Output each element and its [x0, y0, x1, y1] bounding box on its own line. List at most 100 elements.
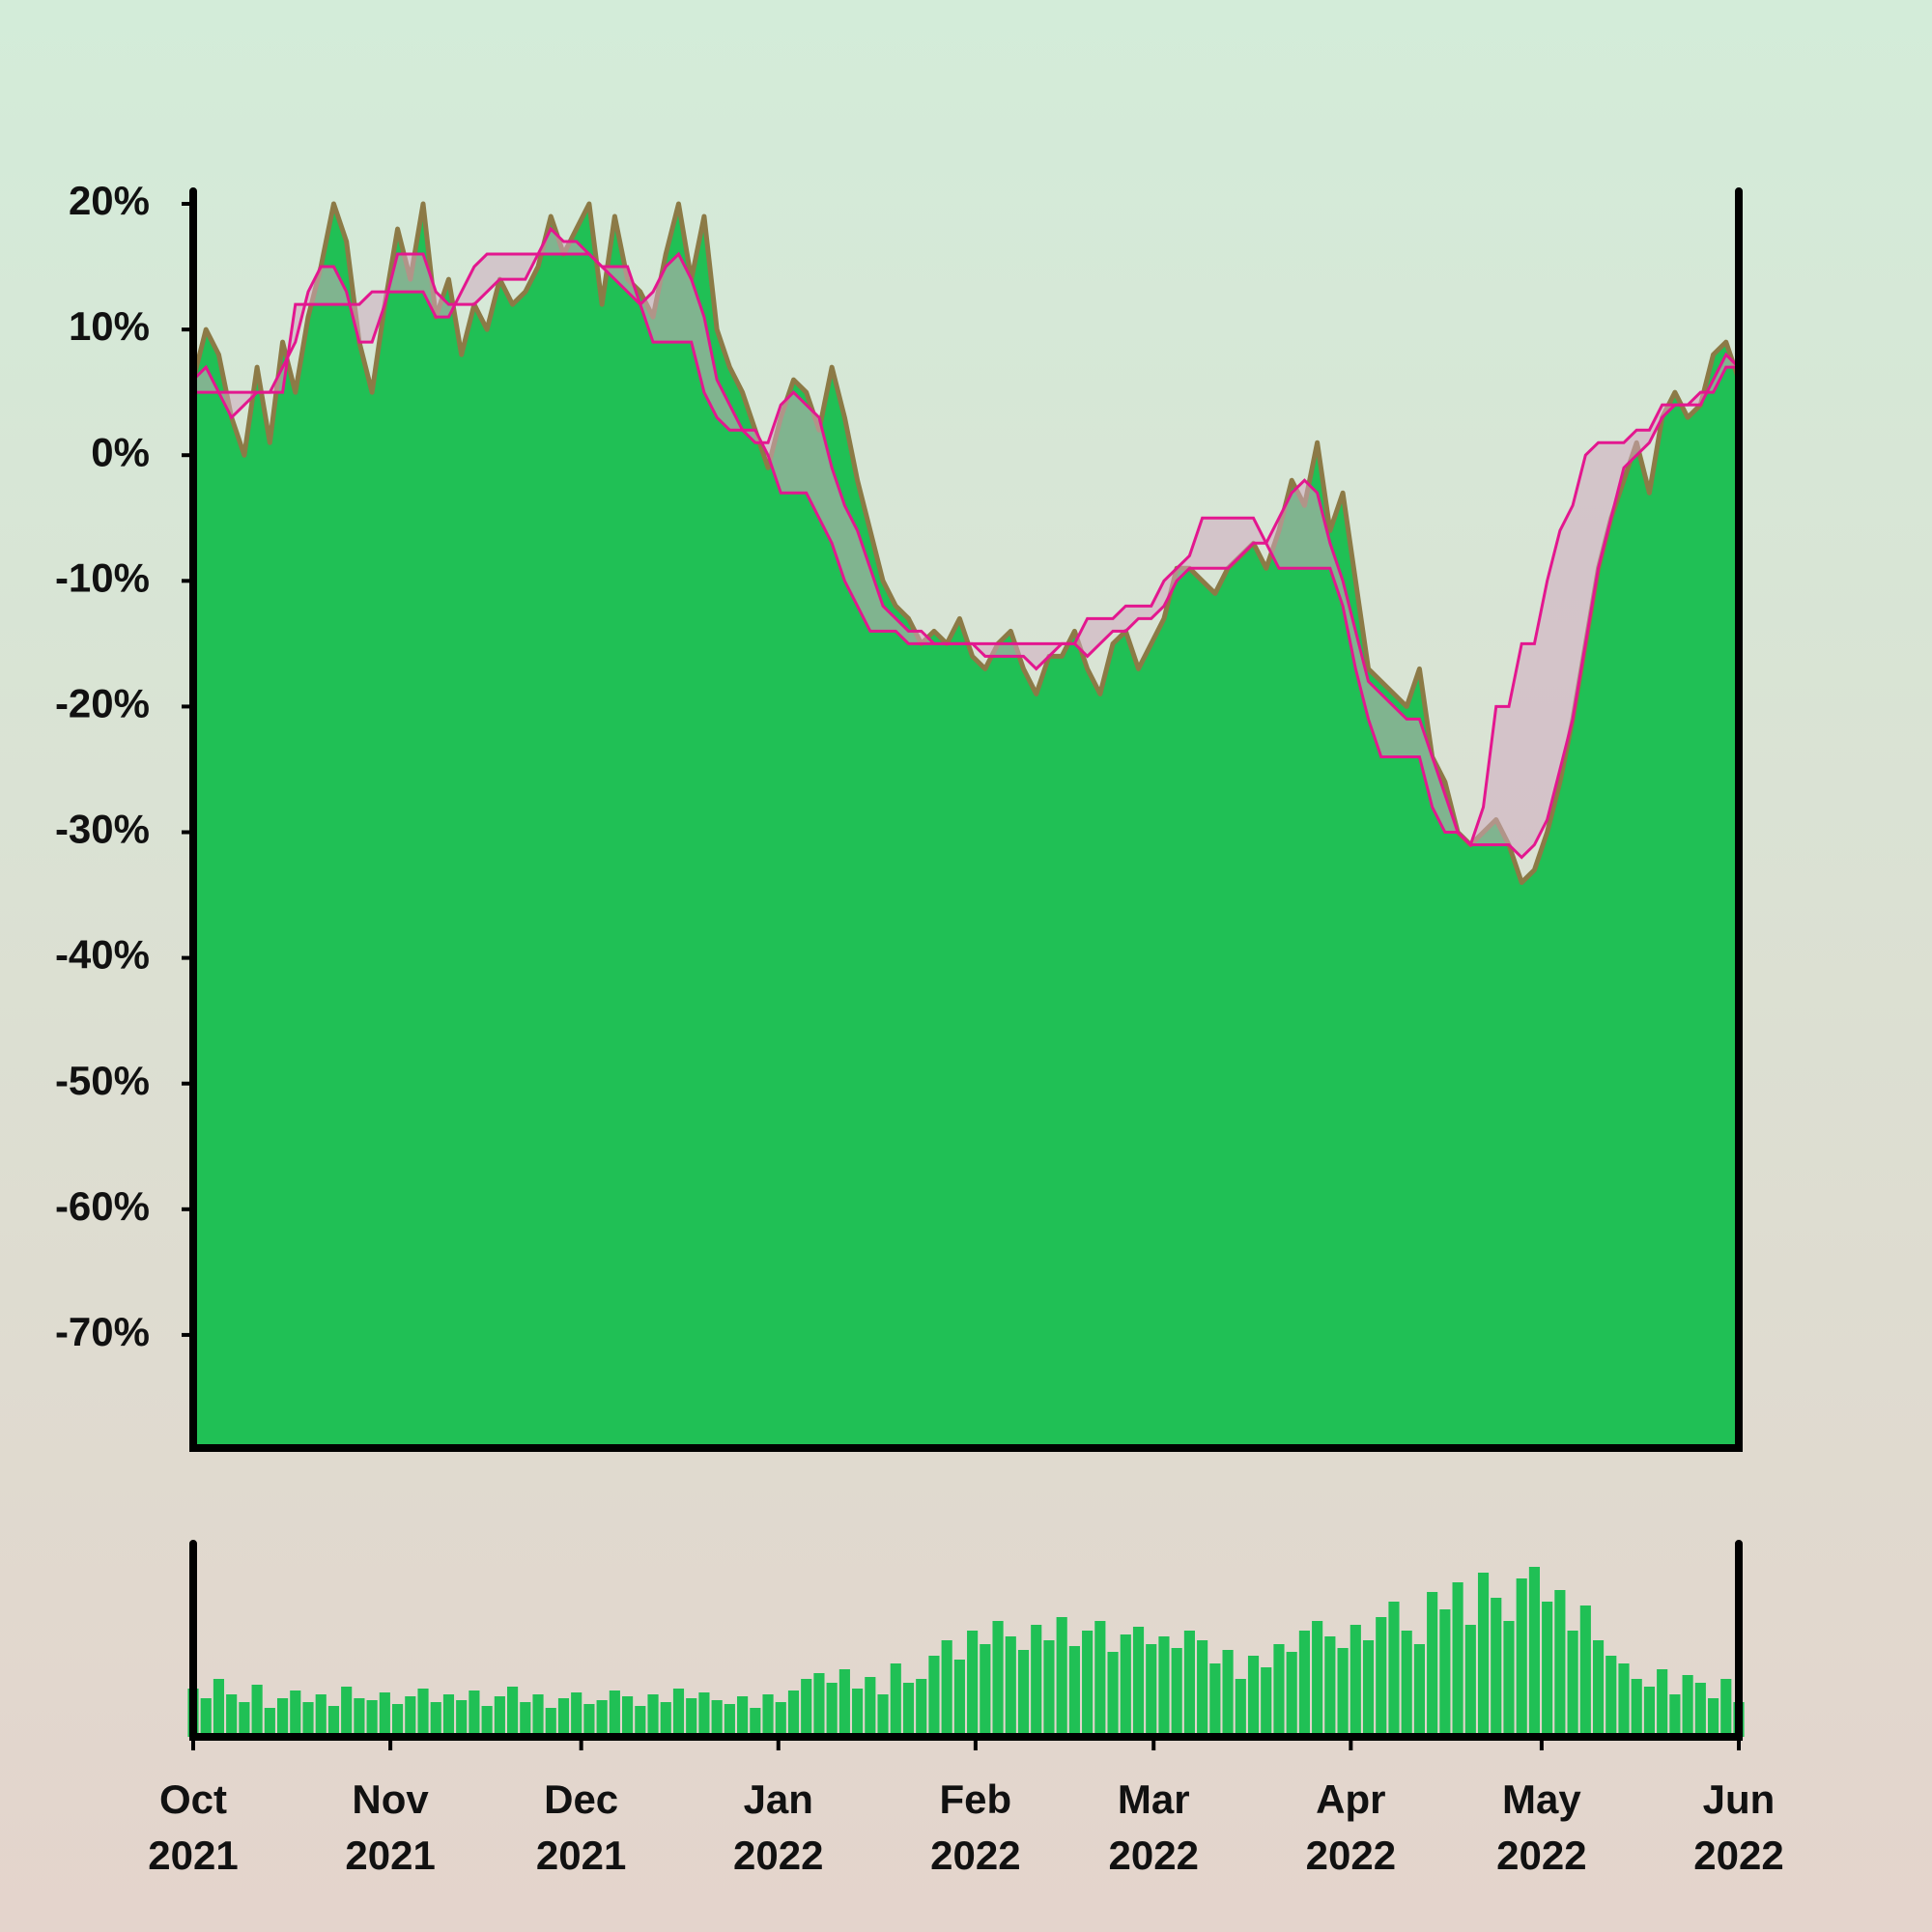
volume-bar	[737, 1696, 749, 1737]
axis-frame	[189, 187, 1743, 1452]
volume-bar	[1720, 1679, 1732, 1737]
volume-bar	[532, 1694, 544, 1737]
volume-bar	[290, 1690, 301, 1737]
volume-bar	[341, 1687, 353, 1737]
volume-bar	[1043, 1640, 1055, 1737]
y-tick-label: -50%	[55, 1058, 150, 1103]
volume-bar	[902, 1683, 915, 1737]
volume-bar	[1554, 1590, 1566, 1737]
volume-bar	[1261, 1667, 1272, 1737]
volume-bar	[557, 1698, 570, 1737]
volume-bar	[1107, 1652, 1119, 1737]
x-tick-label: 2022	[1306, 1833, 1396, 1878]
y-tick-label: -30%	[55, 807, 150, 852]
volume-bar	[1694, 1683, 1706, 1737]
volume-bar	[481, 1706, 493, 1737]
volume-bar	[1427, 1592, 1438, 1737]
volume-bar	[1542, 1602, 1553, 1737]
volume-bar	[442, 1694, 455, 1737]
volume-bar	[672, 1689, 685, 1737]
volume-bar	[1643, 1687, 1656, 1737]
volume-bar	[762, 1694, 774, 1737]
volume-bar	[571, 1692, 582, 1737]
volume-bar	[1413, 1644, 1425, 1737]
volume-bar	[1491, 1598, 1502, 1737]
volume-bar	[1082, 1631, 1094, 1737]
volume-bar	[327, 1706, 340, 1737]
volume-bar	[200, 1698, 212, 1737]
x-tick-label: 2022	[930, 1833, 1020, 1878]
x-tick-label: May	[1502, 1776, 1581, 1822]
volume-bar	[1464, 1625, 1476, 1737]
y-tick-label: -10%	[55, 554, 150, 600]
volume-bar	[1298, 1631, 1310, 1737]
volume-bar	[1120, 1634, 1131, 1737]
volume-bar	[1682, 1675, 1693, 1737]
volume-bar	[1132, 1627, 1145, 1737]
volume-bar	[520, 1702, 531, 1737]
volume-bar	[801, 1679, 812, 1737]
volume-bar	[1031, 1625, 1042, 1737]
volume-bar	[1273, 1644, 1285, 1737]
volume-bar	[660, 1702, 671, 1737]
volume-bar	[1017, 1650, 1030, 1737]
y-tick-label: -20%	[55, 681, 150, 726]
volume-bar	[469, 1690, 480, 1737]
volume-bar	[1068, 1646, 1080, 1737]
y-tick-label: -40%	[55, 932, 150, 978]
x-tick-label: 2022	[1693, 1833, 1783, 1878]
volume-bar	[838, 1669, 850, 1737]
volume-bar	[354, 1698, 365, 1737]
x-tick-label: Oct	[159, 1776, 227, 1822]
x-tick-label: Nov	[352, 1776, 429, 1822]
volume-bar	[494, 1696, 505, 1737]
volume-bar	[302, 1702, 314, 1737]
volume-bar	[1094, 1621, 1106, 1737]
volume-bar	[1209, 1663, 1221, 1737]
volume-bar	[1707, 1698, 1719, 1737]
volume-bar	[916, 1679, 927, 1737]
volume-bar	[545, 1708, 556, 1737]
volume-bar	[1312, 1621, 1323, 1737]
volume-bar	[1337, 1648, 1349, 1737]
volume-bar	[1235, 1679, 1246, 1737]
volume-bar	[1286, 1652, 1297, 1737]
volume-bar	[877, 1694, 889, 1737]
y-tick-label: -70%	[55, 1309, 150, 1354]
x-tick-label: 2022	[1496, 1833, 1586, 1878]
volume-bar	[1567, 1631, 1578, 1737]
volume-bar	[1579, 1605, 1591, 1737]
volume-bar	[1657, 1669, 1668, 1737]
volume-bar	[1631, 1679, 1642, 1737]
volume-bar	[1350, 1625, 1361, 1737]
volume-bar	[775, 1702, 786, 1737]
x-tick-label: 2022	[1109, 1833, 1199, 1878]
x-tick-label: 2021	[536, 1833, 626, 1878]
volume-bar	[980, 1644, 991, 1737]
volume-bar	[1222, 1650, 1234, 1737]
volume-bar	[1503, 1621, 1515, 1737]
volume-bar	[992, 1621, 1004, 1737]
volume-bar	[647, 1694, 659, 1737]
x-tick-label: Dec	[544, 1776, 618, 1822]
volume-bar	[724, 1704, 735, 1737]
volume-bar	[852, 1689, 864, 1737]
x-tick-label: 2021	[345, 1833, 435, 1878]
volume-bar	[276, 1698, 289, 1737]
volume-bar	[1183, 1631, 1195, 1737]
volume-bar	[264, 1708, 275, 1737]
volume-bar	[391, 1704, 404, 1737]
volume-bar	[813, 1673, 825, 1737]
volume-bar	[1324, 1636, 1336, 1737]
volume-bar	[1197, 1640, 1208, 1737]
volume-bar	[226, 1694, 238, 1737]
volume-bar	[596, 1700, 608, 1737]
volume-bar	[826, 1683, 838, 1737]
volume-bar	[1362, 1640, 1375, 1737]
x-tick-label: Apr	[1316, 1776, 1385, 1822]
y-tick-label: 0%	[91, 429, 150, 474]
x-tick-label: Feb	[940, 1776, 1012, 1822]
axis-frame	[189, 1540, 1743, 1741]
volume-bar	[865, 1677, 876, 1737]
x-tick-label: 2021	[148, 1833, 238, 1878]
